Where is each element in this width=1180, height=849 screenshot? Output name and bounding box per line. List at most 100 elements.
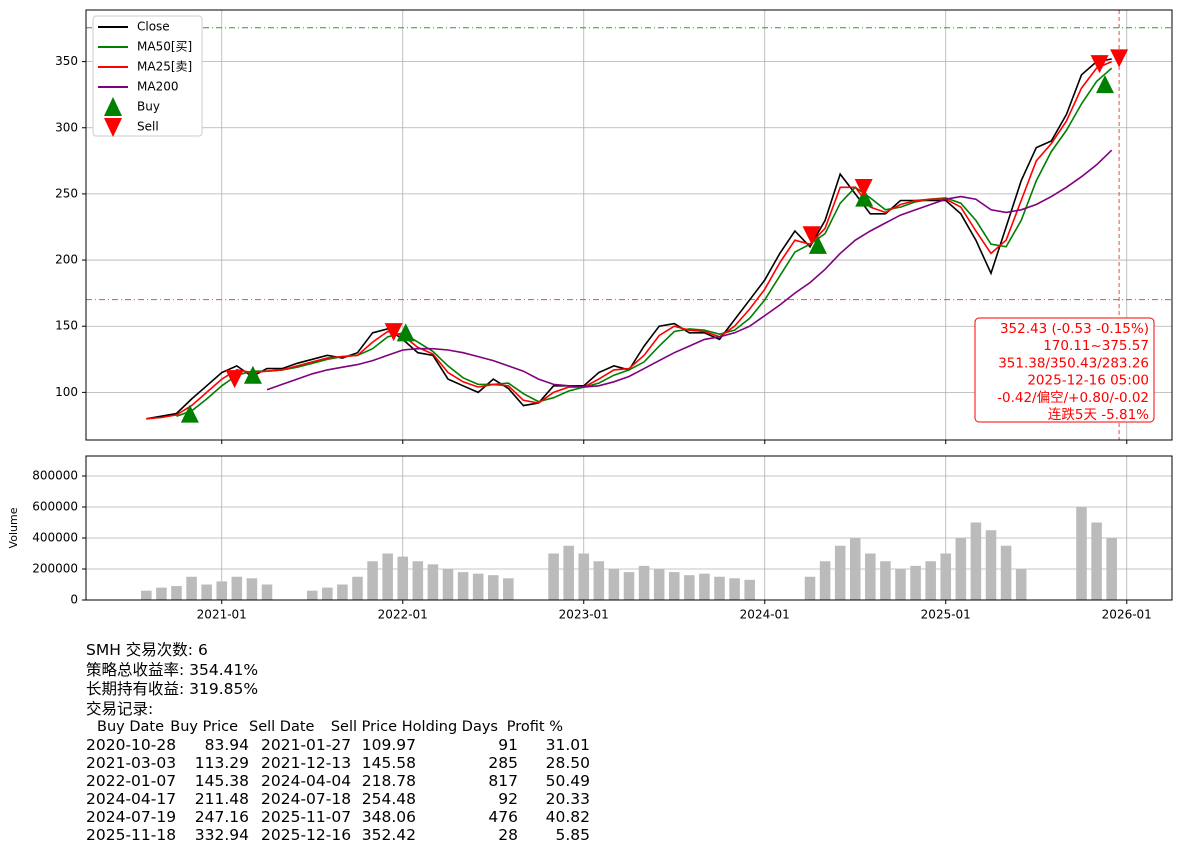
y-tick-label: 400000 (32, 530, 78, 544)
y-tick-label: 300 (55, 120, 78, 134)
report-text: 2025-11-07 (261, 808, 352, 826)
volume-bar (322, 587, 333, 600)
volume-bar (684, 575, 695, 600)
sell-marker (1110, 49, 1129, 68)
report-text: 2022-01-07 (86, 772, 177, 790)
buy-marker (180, 404, 199, 423)
y-tick-label: 100 (55, 385, 78, 399)
legend-label: MA50[买] (137, 40, 192, 54)
report-text: 2020-10-28 (86, 736, 177, 754)
volume-bar (306, 590, 318, 600)
report-text: SMH 交易次数: 6 (86, 641, 208, 659)
buy-marker (808, 235, 827, 254)
volume-bar (925, 561, 936, 600)
report-text: 352.42 (361, 826, 416, 844)
report-text: 5.85 (555, 826, 590, 844)
report-text: Holding Days (401, 719, 498, 735)
buy-marker (1096, 75, 1115, 94)
annotation-text: 2025-12-16 05:00 (1027, 373, 1149, 389)
y-tick-label: 800000 (32, 468, 78, 482)
volume-bar (472, 573, 484, 600)
report-text: 83.94 (204, 736, 249, 754)
report-text: 2021-12-13 (261, 754, 352, 772)
legend-label: Close (137, 20, 170, 34)
volume-bar (141, 590, 152, 600)
volume-bar (895, 568, 906, 600)
volume-bar (201, 584, 212, 600)
report-text: 2024-04-17 (86, 790, 177, 808)
buy-marker (855, 188, 874, 207)
report-text: 2021-01-27 (261, 736, 352, 754)
x-tick-label: 2024-01 (740, 608, 790, 622)
price-line (266, 149, 1113, 391)
report-text: 145.38 (194, 772, 249, 790)
legend-label: MA25[卖] (137, 60, 192, 74)
report-text: 113.29 (194, 754, 249, 772)
volume-bar (1076, 506, 1087, 600)
annotation-box (974, 317, 1155, 423)
volume-bar (171, 586, 182, 600)
report-text: 28.50 (545, 754, 590, 772)
volume-bar (910, 565, 921, 600)
volume-bar (623, 572, 635, 600)
volume-bar (668, 572, 680, 600)
y-tick-label: 250 (55, 186, 78, 200)
volume-bar (744, 579, 755, 600)
sell-marker (802, 226, 821, 245)
volume-bar (714, 576, 725, 600)
volume-bar (382, 553, 393, 600)
y-axis-label: Volume (7, 507, 20, 548)
volume-bar (427, 564, 439, 600)
y-tick-label: 200000 (32, 561, 78, 575)
volume-bar (1091, 522, 1102, 600)
report-text: 策略总收益率: 354.41% (86, 660, 259, 679)
volume-bar (593, 561, 605, 600)
volume-bar (955, 537, 967, 600)
report-text: 2024-07-19 (86, 808, 177, 826)
report-text: 2024-07-18 (261, 790, 352, 808)
volume-bar (638, 565, 650, 600)
report-text: 211.48 (194, 790, 249, 808)
legend-swatch (104, 97, 122, 116)
report-text: 2025-12-16 (261, 826, 352, 844)
legend-label: Sell (137, 120, 159, 134)
volume-bar (819, 561, 831, 600)
annotation-text: -0.42/偏空/+0.80/-0.02 (997, 390, 1149, 406)
volume-bar (216, 581, 228, 600)
legend-swatch (104, 118, 122, 137)
report-text: 332.94 (194, 826, 249, 844)
x-tick-label: 2023-01 (559, 608, 609, 622)
volume-bar (487, 575, 499, 600)
x-tick-label: 2026-01 (1102, 608, 1152, 622)
volume-bar (186, 576, 197, 600)
report-text: 2024-04-04 (261, 772, 352, 790)
x-tick-label: 2021-01 (197, 608, 247, 622)
volume-bar (563, 545, 574, 600)
buy-marker (243, 365, 262, 384)
report-text: 285 (488, 754, 518, 772)
report-text: Buy Price (170, 719, 238, 735)
volume-bar (849, 537, 861, 600)
report-text: 40.82 (545, 808, 590, 826)
volume-bar (397, 556, 409, 600)
volume-bar (246, 578, 258, 600)
sell-marker (1090, 55, 1109, 74)
buy-marker (396, 323, 415, 342)
report-text: 28 (498, 826, 518, 844)
report-text: 348.06 (361, 808, 416, 826)
report-text: 50.49 (545, 772, 590, 790)
report-text: 92 (498, 790, 518, 808)
report-text: Sell Date (249, 719, 315, 735)
y-tick-label: 200 (55, 253, 78, 267)
volume-bar (970, 522, 982, 600)
volume-bar (653, 568, 665, 600)
volume-bar (352, 576, 363, 600)
report-text: 2021-03-03 (86, 754, 177, 772)
volume-bar (261, 584, 273, 600)
volume-bar (1000, 545, 1012, 600)
volume-bar (412, 561, 424, 600)
volume-bar (834, 545, 846, 600)
report-text: Profit % (506, 719, 563, 735)
report-text: 254.48 (361, 790, 416, 808)
